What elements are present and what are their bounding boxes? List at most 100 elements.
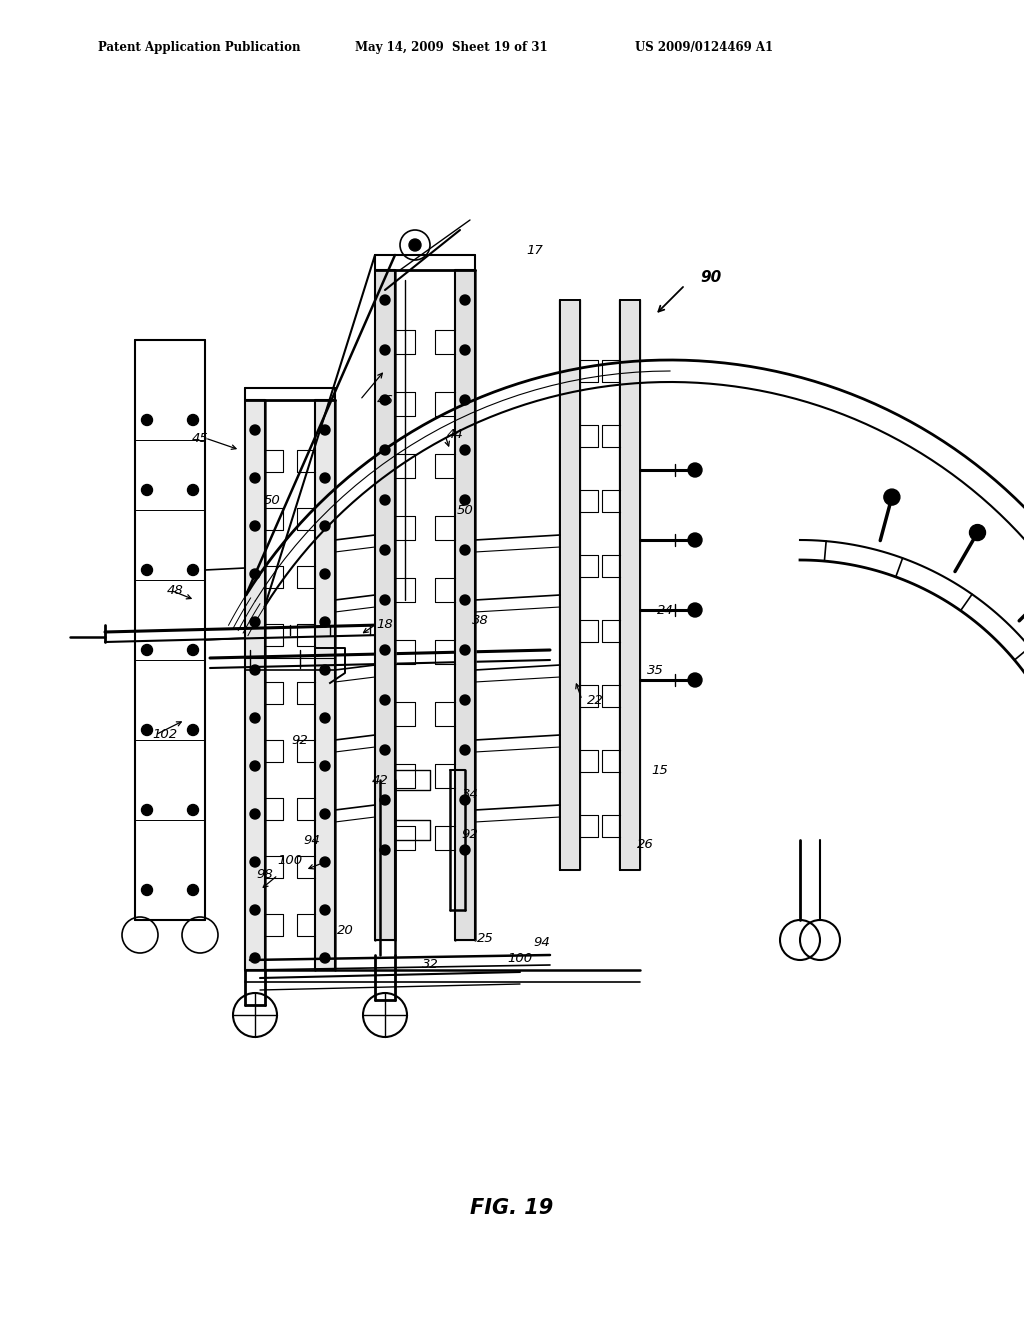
Text: 32: 32 bbox=[422, 958, 438, 972]
Text: 18: 18 bbox=[377, 619, 393, 631]
Circle shape bbox=[460, 744, 470, 755]
Circle shape bbox=[688, 673, 702, 686]
Text: Patent Application Publication: Patent Application Publication bbox=[98, 41, 300, 54]
Text: 35: 35 bbox=[646, 664, 664, 676]
Circle shape bbox=[187, 884, 199, 895]
Polygon shape bbox=[620, 300, 640, 870]
Circle shape bbox=[250, 713, 260, 723]
Circle shape bbox=[460, 445, 470, 455]
Text: 25: 25 bbox=[476, 932, 494, 945]
Circle shape bbox=[141, 484, 153, 495]
Circle shape bbox=[380, 495, 390, 506]
Circle shape bbox=[380, 744, 390, 755]
Circle shape bbox=[460, 395, 470, 405]
Text: 17: 17 bbox=[526, 243, 544, 256]
Circle shape bbox=[250, 425, 260, 436]
Circle shape bbox=[250, 665, 260, 675]
Text: 34: 34 bbox=[462, 788, 478, 801]
Text: 100: 100 bbox=[508, 952, 532, 965]
Circle shape bbox=[688, 463, 702, 477]
Circle shape bbox=[460, 645, 470, 655]
Text: 98: 98 bbox=[257, 869, 273, 882]
Text: 92: 92 bbox=[292, 734, 308, 747]
Circle shape bbox=[380, 395, 390, 405]
Circle shape bbox=[380, 696, 390, 705]
Text: FIG. 19: FIG. 19 bbox=[470, 1197, 554, 1218]
Circle shape bbox=[319, 906, 330, 915]
Text: May 14, 2009  Sheet 19 of 31: May 14, 2009 Sheet 19 of 31 bbox=[355, 41, 548, 54]
Circle shape bbox=[250, 762, 260, 771]
Text: 94: 94 bbox=[534, 936, 550, 949]
Circle shape bbox=[319, 473, 330, 483]
Text: 50: 50 bbox=[457, 503, 473, 516]
Circle shape bbox=[460, 595, 470, 605]
Circle shape bbox=[460, 696, 470, 705]
Polygon shape bbox=[455, 271, 475, 940]
Text: 46: 46 bbox=[377, 393, 393, 407]
Circle shape bbox=[380, 845, 390, 855]
Text: 45: 45 bbox=[191, 432, 208, 445]
Circle shape bbox=[380, 795, 390, 805]
Circle shape bbox=[319, 616, 330, 627]
Circle shape bbox=[250, 473, 260, 483]
Text: 48: 48 bbox=[167, 583, 183, 597]
Circle shape bbox=[460, 545, 470, 554]
Circle shape bbox=[460, 795, 470, 805]
Polygon shape bbox=[560, 300, 580, 870]
Text: 102: 102 bbox=[153, 729, 177, 742]
Circle shape bbox=[319, 857, 330, 867]
Circle shape bbox=[250, 521, 260, 531]
Polygon shape bbox=[375, 271, 395, 940]
Circle shape bbox=[250, 906, 260, 915]
Circle shape bbox=[141, 884, 153, 895]
Circle shape bbox=[187, 484, 199, 495]
Circle shape bbox=[319, 953, 330, 964]
Text: 90: 90 bbox=[700, 271, 721, 285]
Circle shape bbox=[319, 425, 330, 436]
Circle shape bbox=[141, 414, 153, 425]
Text: US 2009/0124469 A1: US 2009/0124469 A1 bbox=[635, 41, 773, 54]
Circle shape bbox=[187, 644, 199, 656]
Circle shape bbox=[970, 524, 985, 541]
Polygon shape bbox=[315, 400, 335, 970]
Text: 42: 42 bbox=[372, 774, 388, 787]
Circle shape bbox=[319, 521, 330, 531]
Circle shape bbox=[319, 569, 330, 579]
Circle shape bbox=[460, 294, 470, 305]
Circle shape bbox=[141, 725, 153, 735]
Circle shape bbox=[460, 495, 470, 506]
Circle shape bbox=[187, 414, 199, 425]
Circle shape bbox=[141, 644, 153, 656]
Circle shape bbox=[141, 804, 153, 816]
Circle shape bbox=[250, 616, 260, 627]
Circle shape bbox=[409, 239, 421, 251]
Circle shape bbox=[319, 713, 330, 723]
Text: 20: 20 bbox=[337, 924, 353, 936]
Circle shape bbox=[380, 445, 390, 455]
Circle shape bbox=[250, 953, 260, 964]
Circle shape bbox=[688, 603, 702, 616]
Text: 15: 15 bbox=[651, 763, 669, 776]
Circle shape bbox=[460, 845, 470, 855]
Circle shape bbox=[187, 565, 199, 576]
Circle shape bbox=[884, 490, 900, 506]
Text: 24: 24 bbox=[656, 603, 674, 616]
Text: 94: 94 bbox=[304, 833, 321, 846]
Circle shape bbox=[319, 762, 330, 771]
Circle shape bbox=[250, 569, 260, 579]
Text: 44: 44 bbox=[446, 429, 464, 441]
Circle shape bbox=[688, 533, 702, 546]
Circle shape bbox=[250, 857, 260, 867]
Circle shape bbox=[380, 294, 390, 305]
Circle shape bbox=[319, 809, 330, 818]
Text: 26: 26 bbox=[637, 838, 653, 851]
Text: 50: 50 bbox=[263, 494, 281, 507]
Circle shape bbox=[187, 725, 199, 735]
Text: 100: 100 bbox=[278, 854, 302, 866]
Circle shape bbox=[250, 809, 260, 818]
Circle shape bbox=[380, 645, 390, 655]
Circle shape bbox=[319, 665, 330, 675]
Polygon shape bbox=[245, 400, 265, 970]
Circle shape bbox=[380, 345, 390, 355]
Circle shape bbox=[141, 565, 153, 576]
